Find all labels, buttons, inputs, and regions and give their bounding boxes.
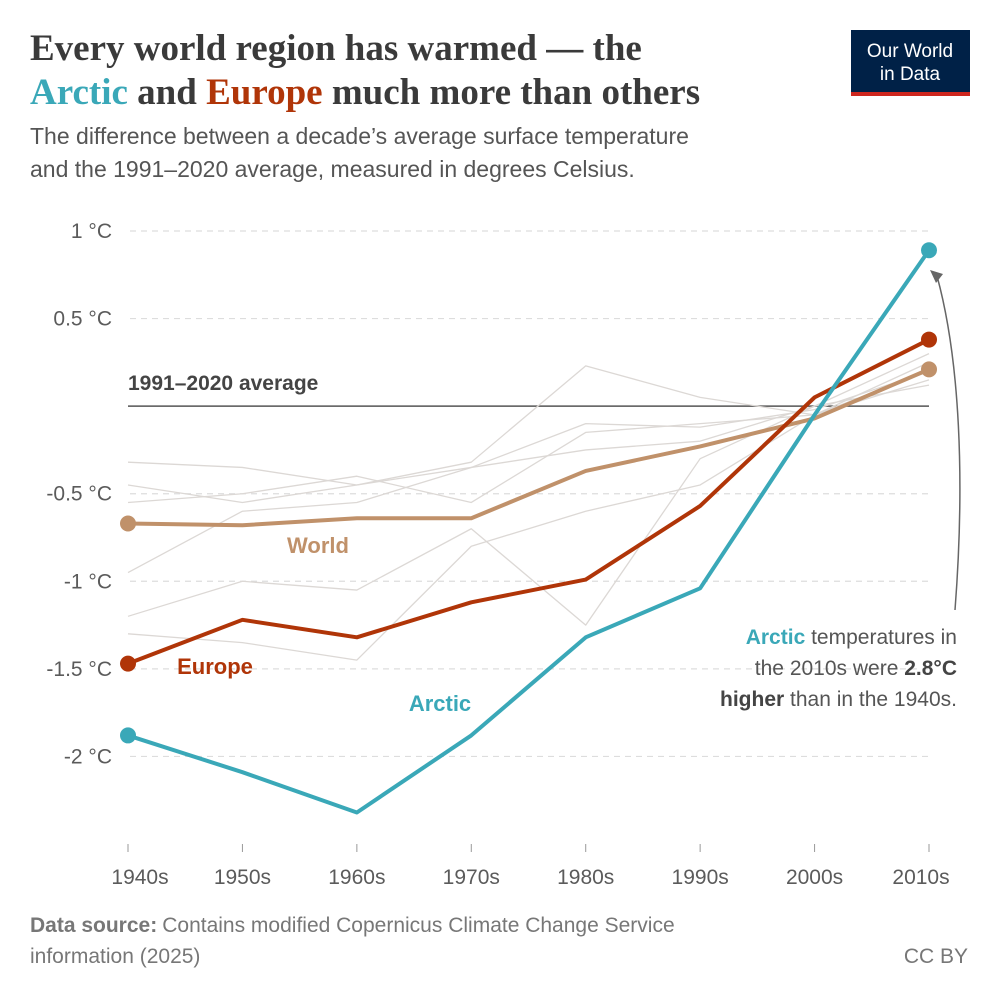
chart-title: Every world region has warmed — the — [30, 28, 642, 69]
annotation: the 2010s were 2.8°C — [755, 657, 957, 680]
end-point — [120, 515, 136, 532]
source: information (2025) — [30, 945, 200, 968]
arrow-head — [930, 270, 943, 283]
background-line — [127, 361, 930, 661]
source-label: Data source: — [30, 914, 157, 937]
y-tick-label: 0.5 °C — [53, 308, 112, 331]
x-tick-label: 1940s — [111, 866, 168, 889]
y-tick-label: -1.5 °C — [46, 658, 112, 681]
y-tick-label: -2 °C — [64, 745, 112, 768]
end-point — [120, 727, 136, 744]
annotation-part: temperatures in — [805, 626, 957, 649]
y-tick-label: 1 °C — [71, 220, 112, 243]
title-part: and — [128, 72, 206, 113]
logo-text: Our World — [867, 41, 953, 62]
title-europe: Europe — [206, 72, 323, 113]
end-point — [921, 361, 937, 378]
source-text: Contains modified Copernicus Climate Cha… — [162, 914, 674, 937]
y-tick-label: -1 °C — [64, 570, 112, 593]
x-tick-label: 1970s — [443, 866, 500, 889]
source: Data source: Contains modified Copernicus… — [30, 914, 675, 937]
x-tick-label: 1960s — [328, 866, 385, 889]
end-point — [120, 655, 136, 672]
series-line — [127, 367, 930, 528]
y-tick-label: -0.5 °C — [46, 483, 112, 506]
series-label: World — [287, 533, 349, 558]
annotation: higher than in the 1940s. — [720, 688, 957, 711]
x-tick-label: 1980s — [557, 866, 614, 889]
chart-title: Arctic and Europe much more than others — [30, 72, 700, 113]
logo-box — [851, 30, 970, 96]
annotation-part: the 2010s were — [755, 657, 904, 680]
x-tick-label: 1990s — [672, 866, 729, 889]
series-line — [127, 249, 931, 815]
license: CC BY — [904, 945, 968, 968]
annotation-arrow — [936, 275, 961, 611]
annotation-part: than in the 1940s. — [784, 688, 957, 711]
series-label: Arctic — [409, 691, 471, 716]
series-label: Europe — [177, 654, 253, 679]
end-point — [921, 331, 937, 348]
annotation-part: Arctic — [746, 626, 806, 649]
title-arctic: Arctic — [30, 72, 128, 113]
annotation-part: higher — [720, 688, 784, 711]
end-point — [921, 242, 937, 259]
logo-bar — [851, 92, 970, 96]
series-line — [127, 337, 930, 666]
background-line — [127, 370, 930, 504]
logo-text: in Data — [880, 64, 941, 85]
reference-label: 1991–2020 average — [128, 372, 318, 395]
annotation-part: 2.8°C — [904, 657, 957, 680]
subtitle: The difference between a decade’s averag… — [30, 123, 689, 149]
annotation: Arctic temperatures in — [746, 626, 957, 649]
subtitle: and the 1991–2020 average, measured in d… — [30, 156, 635, 182]
plot: 1 °C 0.5 °C -0.5 °C -1 °C -1.5 °C -2 °C 1940s 1… — [46, 220, 949, 889]
title-part: much more than others — [323, 72, 701, 113]
x-tick-label: 2000s — [786, 866, 843, 889]
x-tick-label: 2010s — [892, 866, 949, 889]
x-tick-label: 1950s — [214, 866, 271, 889]
